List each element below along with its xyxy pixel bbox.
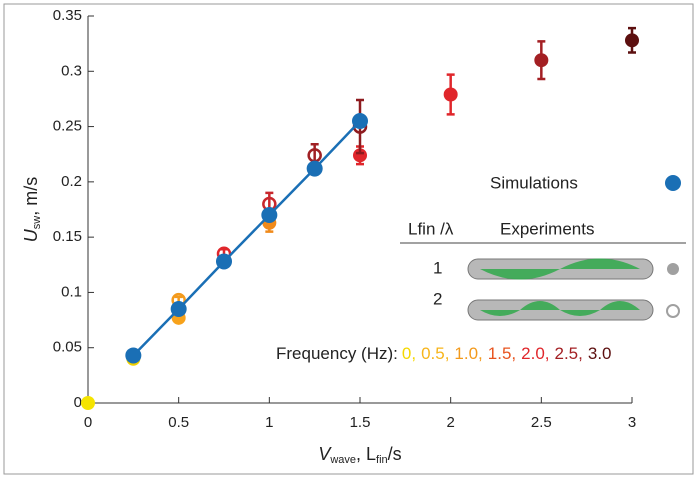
frequency-value: 1.0,	[454, 344, 482, 363]
x-axis-label-part: wave	[329, 454, 356, 466]
frequency-value: 0.5,	[421, 344, 449, 363]
legend-simulation-marker	[665, 175, 681, 191]
fin-illustration-1	[467, 258, 654, 280]
simulation-point	[125, 347, 142, 364]
legend-ratio-2: 2	[433, 289, 442, 308]
x-tick-label: 2	[446, 414, 454, 431]
frequency-value: 3.0	[588, 344, 612, 363]
experiment-point-filled	[443, 87, 458, 102]
y-axis-label-part: , m/s	[21, 177, 41, 216]
frame	[3, 3, 694, 475]
x-axis-label-part: , L	[356, 444, 376, 464]
legend-simulations: Simulations	[490, 173, 578, 192]
frequency-label: Frequency (Hz):	[276, 344, 398, 363]
y-tick-label: 0	[74, 394, 82, 411]
y-tick-label: 0.15	[53, 228, 82, 245]
frequency-legend: Frequency (Hz): 0, 0.5, 1.0, 1.5, 2.0, 2.5, 3.0	[276, 344, 612, 363]
x-axis-label-part: fin	[376, 454, 388, 466]
simulation-line	[132, 120, 361, 357]
x-axis-label-part: /s	[388, 444, 402, 464]
legend-ratio-header: Lfin /λ	[408, 219, 454, 238]
x-tick-label: 0.5	[168, 414, 189, 431]
x-tick-label: 1.5	[350, 414, 371, 431]
y-axis-label-part: sw	[31, 216, 43, 230]
legend-experiments-header: Experiments	[500, 219, 594, 238]
x-tick-label: 0	[84, 414, 92, 431]
legend-marker-filled	[667, 263, 679, 275]
frequency-value: 2.5,	[555, 344, 583, 363]
legend-marker-open	[666, 304, 680, 318]
frequency-value: 0,	[402, 344, 416, 363]
frequency-value: 1.5,	[488, 344, 516, 363]
legend-ratio-1: 1	[433, 258, 442, 277]
y-tick-label: 0.3	[61, 62, 82, 79]
y-axis-label-part: U	[21, 228, 41, 242]
x-tick-label: 1	[265, 414, 273, 431]
experiment-point-filled	[81, 396, 95, 410]
simulation-point	[352, 113, 368, 130]
simulation-point	[170, 301, 187, 318]
y-axis-label: Usw, m/s	[21, 177, 43, 242]
experiment-point-filled	[625, 33, 639, 48]
x-axis-label: Vwave, Lfin/s	[318, 444, 401, 466]
simulation-point	[306, 160, 323, 177]
experiment-point-filled	[353, 148, 367, 163]
y-tick-label: 0.25	[53, 118, 82, 135]
simulation-point	[261, 207, 278, 224]
y-tick-label: 0.1	[61, 283, 82, 300]
y-tick-label: 0.2	[61, 173, 82, 190]
y-tick-label: 0.05	[53, 339, 82, 356]
y-tick-label: 0.35	[53, 7, 82, 24]
frequency-value: 2.0,	[521, 344, 549, 363]
x-tick-label: 3	[628, 414, 636, 431]
simulation-point	[216, 253, 232, 270]
x-tick-label: 2.5	[531, 414, 552, 431]
fin-illustration-2	[467, 299, 654, 321]
x-axis-label-part: V	[318, 444, 332, 464]
experiment-point-filled	[534, 53, 549, 68]
